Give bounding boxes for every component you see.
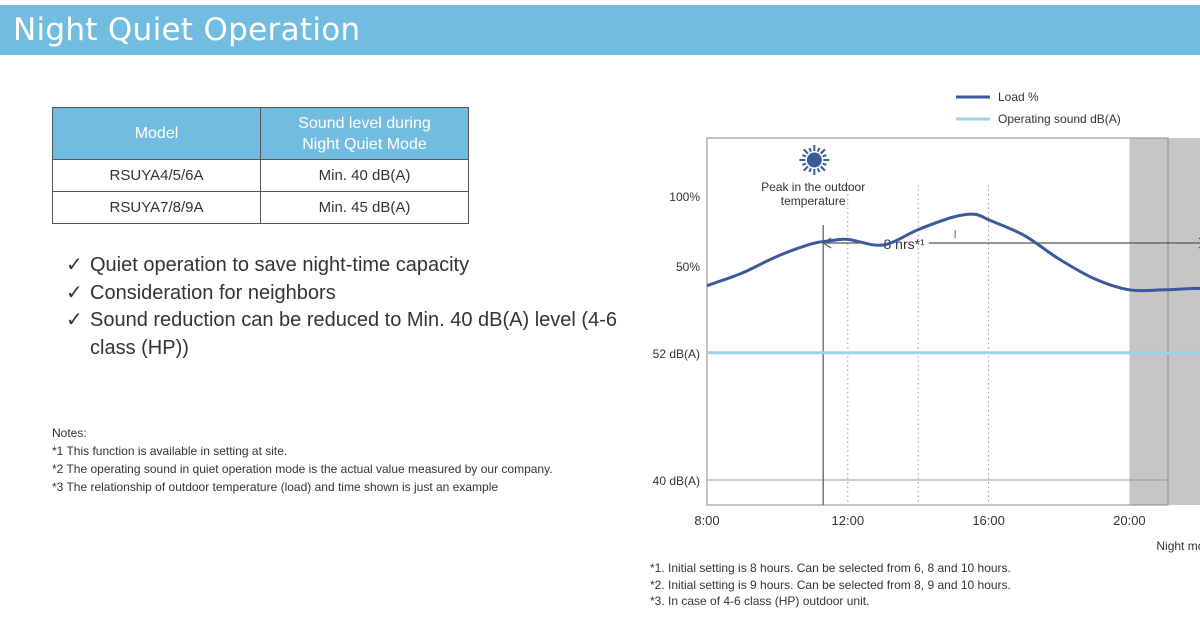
- sun-core: [806, 152, 822, 168]
- peak-label: temperature: [781, 194, 846, 208]
- note-item: *1 This function is available in setting…: [52, 444, 288, 458]
- y-tick-label-sound: 40 dB(A): [653, 474, 700, 488]
- sun-ray: [822, 162, 827, 166]
- check-icon: ✓: [66, 281, 83, 304]
- sun-ray: [801, 162, 807, 166]
- table-row: RSUYA4/5/6A Min. 40 dB(A): [52, 159, 469, 192]
- feature-text: Quiet operation to save night-time capac…: [90, 254, 470, 276]
- footnotes: *1. Initial setting is 8 hours. Can be s…: [650, 560, 1011, 610]
- check-icon: ✓: [66, 254, 83, 276]
- legend-label: Load %: [998, 90, 1039, 104]
- sun-ray: [803, 165, 809, 172]
- sun-ray: [822, 154, 827, 158]
- check-icon: ✓: [66, 309, 83, 331]
- sun-ray: [820, 148, 826, 155]
- table-header-row: Model Sound level during Night Quiet Mode: [52, 107, 469, 160]
- night-band: [1129, 138, 1200, 505]
- footnote-item: *3. In case of 4-6 class (HP) outdoor un…: [650, 594, 870, 608]
- list-item: ✓ Consideration for neighbors: [66, 280, 630, 308]
- feature-list: ✓ Quiet operation to save night-time capa…: [66, 252, 630, 362]
- sun-icon: [799, 145, 830, 175]
- sun-ray: [801, 154, 807, 158]
- header-sound-level: Sound level during Night Quiet Mode: [260, 107, 469, 160]
- night-start-label: Night mode STARTS: [1156, 539, 1200, 553]
- feature-text: Sound reduction can be reduced to Min. 4…: [90, 309, 617, 359]
- sun-ray: [803, 148, 809, 155]
- header-model: Model: [52, 107, 261, 160]
- page-title: Night Quiet Operation: [13, 12, 361, 48]
- notes: Notes: *1 This function is available in …: [52, 424, 553, 496]
- note-item: *3 The relationship of outdoor temperatu…: [52, 480, 499, 494]
- legend-label: Operating sound dB(A): [998, 112, 1121, 126]
- table-cell-sound: Min. 45 dB(A): [260, 191, 469, 224]
- y-tick-label-sound: 52 dB(A): [653, 347, 700, 361]
- feature-text: Consideration for neighbors: [90, 281, 336, 304]
- x-tick-label: 16:00: [972, 513, 1005, 528]
- y-tick-label-load: 50%: [676, 260, 700, 274]
- table-cell-model: RSUYA7/8/9A: [52, 191, 261, 224]
- list-item: ✓ Sound reduction can be reduced to Min. …: [66, 307, 630, 362]
- plot-frame: [706, 137, 1169, 506]
- series-load-line: [706, 212, 1200, 293]
- footnote-item: *2. Initial setting is 9 hours. Can be s…: [650, 577, 1011, 592]
- sun-ray: [808, 147, 812, 153]
- sun-ray: [816, 167, 821, 173]
- table-row: RSUYA7/8/9A Min. 45 dB(A): [52, 191, 469, 224]
- spec-table: Model Sound level during Night Quiet Mode…: [52, 107, 469, 224]
- footnote-item: *1. Initial setting is 8 hours. Can be s…: [650, 561, 1011, 575]
- list-item: ✓ Quiet operation to save night-time capa…: [66, 252, 630, 280]
- peak-label: Peak in the outdoor: [761, 180, 865, 194]
- sun-ray: [816, 147, 821, 153]
- notes-title: Notes:: [52, 426, 87, 440]
- sun-ray: [808, 167, 812, 173]
- sun-ray: [820, 165, 826, 172]
- title-bar: Night Quiet Operation: [0, 5, 1200, 55]
- series-sound-line: [707, 351, 1200, 355]
- x-tick-label: 12:00: [832, 513, 865, 528]
- y-tick-label-load: 100%: [669, 190, 700, 204]
- note-item: *2 The operating sound in quiet operatio…: [52, 462, 553, 476]
- x-tick-label: 20:00: [1113, 513, 1146, 528]
- x-tick-label: 8:00: [694, 513, 719, 528]
